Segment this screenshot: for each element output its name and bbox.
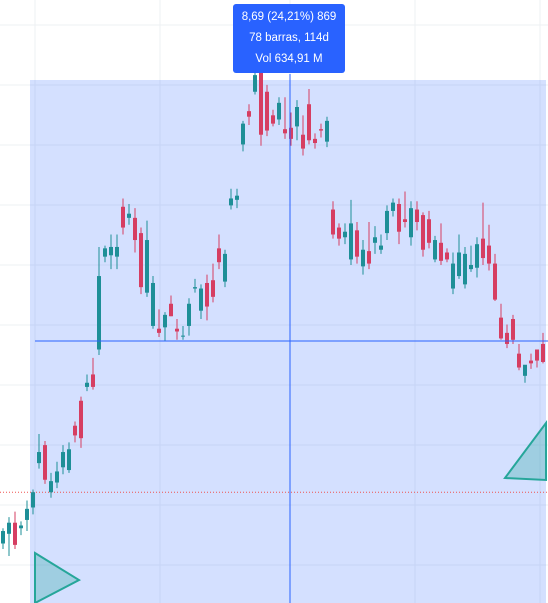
candle-body-down [265, 91, 269, 131]
candle-body-up [181, 335, 185, 337]
candle-body-up [241, 123, 245, 145]
candle-body-down [43, 445, 47, 480]
candle-body-up [127, 213, 131, 218]
candle-body-down [505, 332, 509, 344]
candle-body-up [1, 531, 5, 544]
candle-body-up [19, 525, 23, 529]
candle-body-down [211, 280, 215, 297]
candle-body-up [151, 282, 155, 326]
candle-body-up [475, 244, 479, 268]
candle-body-up [55, 471, 59, 483]
candle-body-down [205, 282, 209, 307]
candle-body-down [133, 217, 137, 241]
candle-body-up [295, 107, 299, 127]
candle-body-up [463, 253, 467, 285]
candle-body-up [97, 276, 101, 350]
candle-body-down [421, 215, 425, 250]
candle-body-down [331, 209, 335, 235]
candle-body-down [319, 129, 323, 131]
candle-body-up [103, 248, 107, 257]
candle-body-up [361, 249, 365, 267]
candle-body-up [7, 522, 11, 534]
candle-body-down [73, 425, 77, 436]
measure-price-change: 8,69 (24,21%) 869 [241, 11, 337, 23]
candle-body-up [163, 314, 167, 328]
candle-body-down [313, 138, 317, 144]
candle-body-down [517, 353, 521, 368]
candle-body-up [469, 264, 473, 270]
candle-body-up [253, 75, 257, 92]
candle-body-up [451, 263, 455, 289]
candle-body-up [379, 245, 383, 250]
candle-body-up [349, 223, 353, 260]
candle-body-down [91, 374, 95, 387]
candle-body-down [13, 522, 17, 545]
candle-body-up [391, 202, 395, 211]
candle-body-down [367, 251, 371, 264]
candle-body-down [121, 206, 125, 228]
candle-body-down [307, 104, 311, 141]
candle-body-up [109, 246, 113, 256]
candle-body-down [157, 328, 161, 333]
candle-body-up [433, 240, 437, 260]
candle-body-down [271, 115, 275, 124]
candle-body-down [79, 400, 83, 439]
measure-bars-duration: 78 barras, 114d [249, 32, 329, 44]
candle-body-down [217, 248, 221, 263]
candle-body-up [145, 240, 149, 293]
candle-body-down [139, 233, 143, 288]
candle-body-up [49, 481, 53, 493]
candle-body-up [37, 452, 41, 464]
candle-body-down [487, 245, 491, 264]
candle-body-up [67, 449, 71, 471]
candle-body-down [337, 227, 341, 239]
candle-body-down [283, 129, 287, 134]
candle-body-up [85, 382, 89, 387]
candle-body-up [199, 288, 203, 311]
candle-body-up [115, 246, 119, 257]
candle-body-down [169, 303, 173, 317]
candle-body-down [445, 252, 449, 260]
candle-body-up [277, 102, 281, 120]
candle-body-up [187, 303, 191, 326]
candle-body-up [223, 253, 227, 282]
candle-body-down [301, 134, 305, 149]
candle-body-down [259, 52, 263, 135]
candle-body-up [325, 120, 329, 142]
candle-body-down [427, 219, 431, 243]
triangle-handle-end-icon [503, 419, 547, 482]
candle-body-up [343, 231, 347, 238]
candle-body-up [25, 508, 29, 520]
candle-body-down [499, 317, 503, 339]
candle-body-up [229, 198, 233, 206]
candle-body-up [61, 452, 65, 468]
measure-tooltip: 8,69 (24,21%) 869 78 barras, 114d Vol 63… [233, 4, 345, 73]
candle-body-down [403, 219, 407, 223]
candle-body-up [457, 252, 461, 277]
candle-body-up [31, 492, 35, 508]
candle-body-down [289, 127, 293, 139]
candle-body-down [481, 238, 485, 259]
candle-body-up [373, 237, 377, 243]
candle-body-down [511, 319, 515, 340]
candle-body-down [541, 343, 545, 362]
candle-body-down [493, 263, 497, 300]
candle-body-down [529, 360, 533, 364]
candle-body-down [415, 209, 419, 223]
candle-body-down [397, 204, 401, 232]
measure-volume: Vol 634,91 M [255, 53, 323, 65]
triangle-handle-start-icon [34, 551, 82, 603]
candle-body-down [247, 111, 251, 117]
candle-body-up [235, 195, 239, 200]
candle-body-down [175, 328, 179, 332]
candle-body-down [535, 349, 539, 361]
candle-body-up [523, 364, 527, 376]
candle-body-down [439, 242, 443, 261]
candle-body-up [193, 287, 197, 289]
candle-body-down [355, 230, 359, 257]
candle-body-up [409, 208, 413, 238]
candle-body-up [385, 210, 389, 234]
